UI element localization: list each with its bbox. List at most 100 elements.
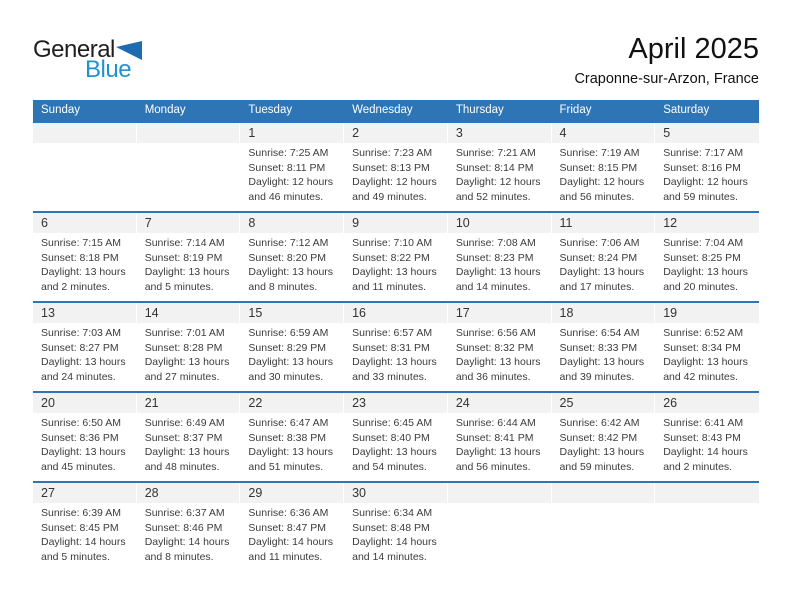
day-number-strip: 28 (136, 483, 241, 503)
logo-triangle-icon (115, 41, 142, 60)
day-number: 7 (144, 216, 152, 230)
daylight-line1: Daylight: 13 hours (41, 356, 126, 369)
daylight-line1: Daylight: 13 hours (41, 446, 126, 459)
day-details: Sunrise: 6:54 AM Sunset: 8:33 PM Daylight:… (552, 323, 656, 384)
day-details: Sunrise: 6:50 AM Sunset: 8:36 PM Daylight:… (33, 413, 137, 474)
sunrise-line: Sunrise: 7:12 AM (248, 237, 329, 249)
daylight-line2: and 24 minutes. (41, 370, 116, 383)
weekday-header: Monday (136, 100, 241, 122)
daylight-line1: Daylight: 13 hours (248, 266, 334, 279)
title-block: April 2025 Craponne-sur-Arzon, France (574, 32, 759, 87)
day-number: 28 (144, 486, 159, 500)
day-cell: 11 Sunrise: 7:06 AM Sunset: 8:24 PM Dayligh… (551, 211, 656, 302)
day-cell: 25 Sunrise: 6:42 AM Sunset: 8:42 PM Dayligh… (551, 391, 656, 482)
daylight-line2: and 5 minutes. (41, 550, 110, 563)
daylight-line2: and 33 minutes. (352, 370, 427, 383)
day-details: Sunrise: 7:25 AM Sunset: 8:11 PM Daylight:… (240, 143, 344, 204)
sunrise-line: Sunrise: 7:01 AM (144, 327, 225, 339)
sunset-line: Sunset: 8:19 PM (144, 251, 223, 264)
daylight-line1: Daylight: 13 hours (559, 266, 645, 279)
day-cell: 23 Sunrise: 6:45 AM Sunset: 8:40 PM Dayligh… (344, 391, 448, 482)
day-cell: 29 Sunrise: 6:36 AM Sunset: 8:47 PM Dayligh… (240, 481, 345, 572)
sunrise-line: Sunrise: 6:34 AM (352, 507, 433, 519)
day-details: Sunrise: 7:14 AM Sunset: 8:19 PM Daylight:… (137, 233, 241, 294)
sunset-line: Sunset: 8:37 PM (144, 431, 223, 444)
daylight-line1: Daylight: 14 hours (144, 536, 230, 549)
daylight-line2: and 46 minutes. (248, 190, 324, 203)
sunset-line: Sunset: 8:45 PM (41, 521, 119, 534)
day-number-strip: 25 (551, 393, 656, 413)
day-cell: 2 Sunrise: 7:23 AM Sunset: 8:13 PM Daylight… (344, 121, 448, 212)
day-number: 12 (663, 216, 678, 230)
sunset-line: Sunset: 8:32 PM (455, 341, 534, 354)
sunrise-line: Sunrise: 6:50 AM (41, 417, 121, 429)
calendar-table: Sunday Monday Tuesday Wednesday Thursday Frid… (33, 100, 759, 572)
sunset-line: Sunset: 8:33 PM (559, 341, 638, 354)
daylight-line2: and 51 minutes. (248, 460, 324, 473)
daylight-line2: and 42 minutes. (663, 370, 738, 383)
sunset-line: Sunset: 8:48 PM (352, 521, 430, 534)
day-number-strip (447, 483, 552, 503)
day-cell: 30 Sunrise: 6:34 AM Sunset: 8:48 PM Dayligh… (344, 481, 448, 572)
day-details: Sunrise: 7:08 AM Sunset: 8:23 PM Daylight:… (448, 233, 552, 294)
sunrise-line: Sunrise: 6:44 AM (455, 417, 536, 429)
sunrise-line: Sunrise: 6:56 AM (455, 327, 536, 339)
day-number-strip (136, 123, 241, 143)
daylight-line1: Daylight: 14 hours (41, 536, 126, 549)
day-details: Sunrise: 7:01 AM Sunset: 8:28 PM Daylight:… (137, 323, 241, 384)
sunset-line: Sunset: 8:46 PM (144, 521, 223, 534)
day-number: 18 (559, 306, 574, 320)
weekday-header: Wednesday (344, 100, 448, 122)
day-number: 14 (144, 306, 159, 320)
week-row: 27 Sunrise: 6:39 AM Sunset: 8:45 PM Dayligh… (33, 481, 759, 572)
daylight-line2: and 39 minutes. (559, 370, 635, 383)
day-details: Sunrise: 6:42 AM Sunset: 8:42 PM Daylight:… (552, 413, 656, 474)
sunrise-line: Sunrise: 7:10 AM (352, 237, 433, 249)
daylight-line1: Daylight: 13 hours (144, 266, 230, 279)
day-number-strip: 6 (33, 213, 137, 233)
week-row: 6 Sunrise: 7:15 AM Sunset: 8:18 PM Daylight… (33, 211, 759, 302)
empty-day-cell (33, 121, 137, 212)
sunrise-line: Sunrise: 6:57 AM (352, 327, 433, 339)
day-number-strip: 19 (655, 303, 759, 323)
day-number-strip (551, 483, 656, 503)
day-cell: 5 Sunrise: 7:17 AM Sunset: 8:16 PM Daylight… (655, 121, 759, 212)
logo-text-general: General (33, 36, 115, 63)
day-number-strip: 1 (240, 123, 345, 143)
calendar-body: 1 Sunrise: 7:25 AM Sunset: 8:11 PM Daylight… (33, 121, 759, 572)
sunrise-line: Sunrise: 6:54 AM (559, 327, 640, 339)
day-details: Sunrise: 7:12 AM Sunset: 8:20 PM Daylight:… (240, 233, 344, 294)
sunset-line: Sunset: 8:42 PM (559, 431, 638, 444)
sunset-line: Sunset: 8:14 PM (455, 161, 534, 174)
day-details: Sunrise: 7:03 AM Sunset: 8:27 PM Daylight:… (33, 323, 137, 384)
sunrise-line: Sunrise: 7:25 AM (248, 147, 329, 159)
day-cell: 28 Sunrise: 6:37 AM Sunset: 8:46 PM Dayligh… (136, 481, 241, 572)
day-number: 30 (352, 486, 367, 500)
daylight-line1: Daylight: 13 hours (352, 266, 437, 279)
weekday-header: Tuesday (240, 100, 345, 122)
daylight-line2: and 56 minutes. (455, 460, 531, 473)
daylight-line1: Daylight: 13 hours (559, 356, 645, 369)
daylight-line2: and 20 minutes. (663, 280, 738, 293)
daylight-line2: and 17 minutes. (559, 280, 635, 293)
day-number-strip: 13 (33, 303, 137, 323)
day-number: 5 (663, 126, 671, 140)
sunrise-line: Sunrise: 7:04 AM (663, 237, 744, 249)
sunrise-line: Sunrise: 6:45 AM (352, 417, 433, 429)
sunrise-line: Sunrise: 7:17 AM (663, 147, 744, 159)
sunset-line: Sunset: 8:34 PM (663, 341, 741, 354)
daylight-line2: and 30 minutes. (248, 370, 324, 383)
sunset-line: Sunset: 8:27 PM (41, 341, 119, 354)
empty-day-cell (447, 481, 552, 572)
day-number: 25 (559, 396, 574, 410)
day-details: Sunrise: 6:47 AM Sunset: 8:38 PM Daylight:… (240, 413, 344, 474)
day-details: Sunrise: 7:06 AM Sunset: 8:24 PM Daylight:… (552, 233, 656, 294)
day-number: 10 (455, 216, 470, 230)
day-cell: 24 Sunrise: 6:44 AM Sunset: 8:41 PM Dayligh… (447, 391, 552, 482)
daylight-line1: Daylight: 12 hours (352, 176, 437, 189)
day-number: 3 (455, 126, 463, 140)
day-number: 22 (248, 396, 263, 410)
sunrise-line: Sunrise: 7:06 AM (559, 237, 640, 249)
day-number: 29 (248, 486, 263, 500)
daylight-line2: and 52 minutes. (455, 190, 531, 203)
